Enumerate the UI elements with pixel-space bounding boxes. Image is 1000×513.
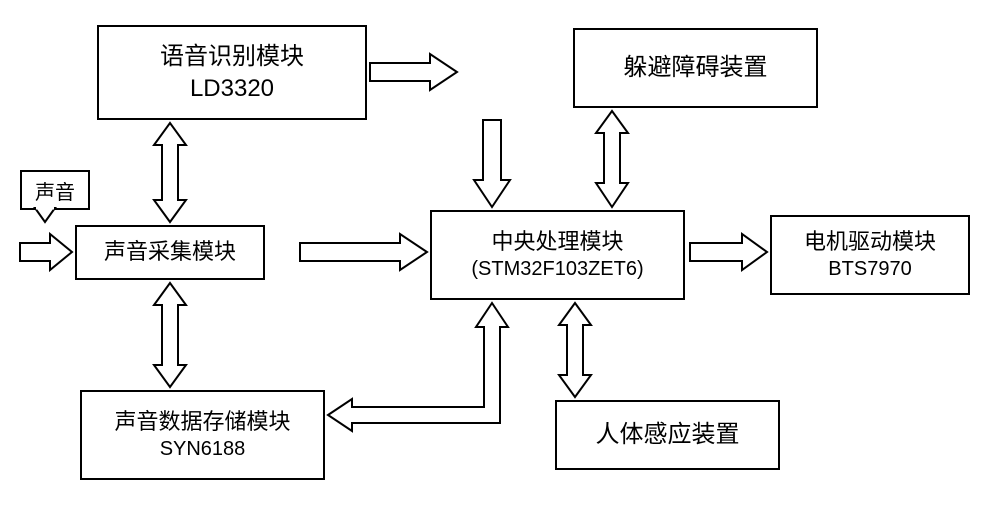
node-sound-collection: 声音采集模块 [75, 225, 265, 280]
node-central-processing: 中央处理模块 (STM32F103ZET6) [430, 210, 685, 300]
sound-collection-title: 声音采集模块 [104, 238, 236, 267]
sound-storage-title: 声音数据存储模块 [114, 408, 290, 437]
callout-sound-tail [35, 208, 55, 222]
arrow-collection-recognition [154, 123, 186, 222]
node-human-sensor: 人体感应装置 [555, 400, 780, 470]
sound-storage-sub: SYN6188 [160, 436, 246, 462]
node-motor-driver: 电机驱动模块 BTS7970 [770, 215, 970, 295]
human-sensor-title: 人体感应装置 [596, 419, 740, 450]
arrow-collection-storage [154, 283, 186, 387]
voice-recognition-sub: LD3320 [190, 73, 274, 104]
obstacle-avoidance-title: 躲避障碍装置 [624, 52, 768, 83]
callout-sound-text: 声音 [35, 176, 75, 205]
arrow-collection-central [300, 234, 427, 270]
arrow-into-collection [20, 234, 72, 270]
arrow-storage-central [328, 303, 508, 431]
callout-sound: 声音 [20, 170, 90, 210]
diagram-stage: 声音 语音识别模块 LD3320 躲避障碍装置 声音采集模块 中央处理模块 (S… [0, 0, 1000, 513]
motor-driver-title: 电机驱动模块 [804, 228, 936, 257]
arrow-central-human [559, 303, 591, 397]
motor-driver-sub: BTS7970 [828, 256, 911, 282]
node-obstacle-avoidance: 躲避障碍装置 [573, 28, 818, 108]
arrow-central-obstacle [596, 111, 628, 207]
arrow-recognition-central [370, 54, 510, 207]
node-voice-recognition: 语音识别模块 LD3320 [97, 25, 367, 120]
central-processing-sub: (STM32F103ZET6) [471, 256, 643, 282]
central-processing-title: 中央处理模块 [491, 228, 623, 257]
node-sound-storage: 声音数据存储模块 SYN6188 [80, 390, 325, 480]
voice-recognition-title: 语音识别模块 [160, 41, 304, 72]
arrow-central-motor [690, 234, 767, 270]
